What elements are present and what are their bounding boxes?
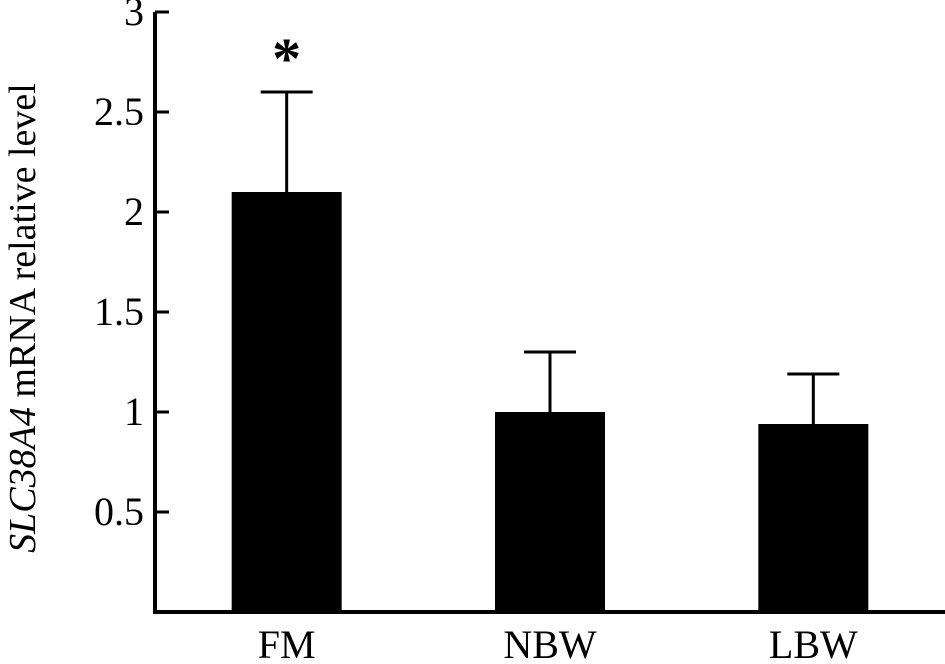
y-tick-label: 1.5 bbox=[94, 289, 144, 334]
y-tick-label: 2 bbox=[124, 189, 144, 234]
bar-fm bbox=[231, 192, 342, 612]
significance-asterisk: * bbox=[272, 26, 301, 91]
x-tick-label-fm: FM bbox=[258, 622, 316, 664]
y-tick-labels-group: 0.5 1 1.5 2 2.5 3 bbox=[94, 0, 144, 534]
bar-nbw bbox=[495, 412, 605, 612]
x-tick-label-lbw: LBW bbox=[769, 622, 858, 664]
y-tick-label: 0.5 bbox=[94, 489, 144, 534]
y-tick-label: 2.5 bbox=[94, 89, 144, 134]
y-axis-label-rest: mRNA relative level bbox=[2, 83, 44, 407]
bar-lbw bbox=[758, 424, 869, 612]
y-tick-label: 3 bbox=[124, 0, 144, 34]
y-axis-label-gene: SLC38A4 bbox=[2, 407, 44, 553]
annotations-group: * bbox=[272, 26, 301, 91]
x-tick-label-nbw: NBW bbox=[503, 622, 597, 664]
x-tick-labels-group: FM NBW LBW bbox=[258, 622, 858, 664]
y-axis-label: SLC38A4 mRNA relative level bbox=[2, 83, 44, 553]
error-bars-group bbox=[260, 90, 840, 424]
y-tick-label: 1 bbox=[124, 389, 144, 434]
bars-group bbox=[231, 192, 869, 612]
axes-group bbox=[153, 10, 945, 614]
